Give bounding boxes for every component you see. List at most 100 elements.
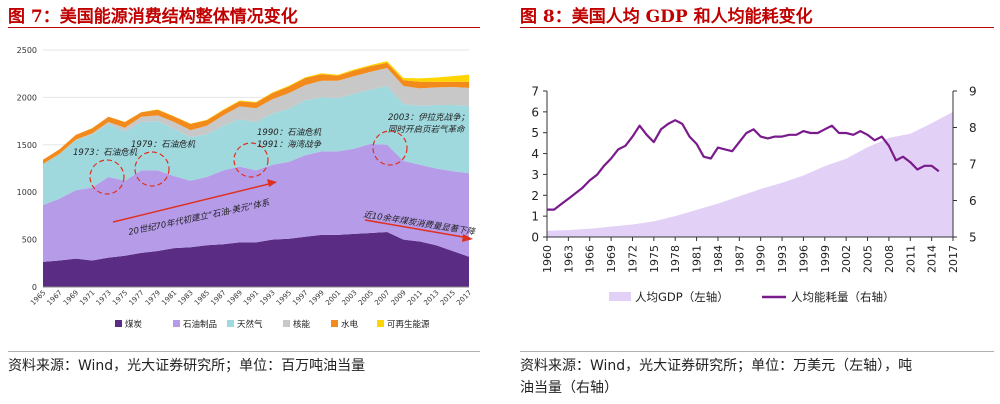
- left-area-天然气: [43, 86, 469, 205]
- right-right-tick-label: 9: [969, 85, 977, 99]
- left-x-tick-label: 1977: [127, 289, 145, 307]
- right-x-tick-label: 1969: [605, 245, 618, 273]
- left-chart: 0500100015002000250019651967196919711973…: [17, 46, 478, 330]
- left-x-tick-label: 1987: [209, 289, 227, 307]
- left-area-核能: [43, 68, 469, 165]
- legend-label-煤炭: 煤炭: [125, 319, 143, 330]
- left-x-tick-label: 1993: [259, 289, 277, 307]
- right-left-tick-label: 5: [531, 126, 539, 140]
- right-left-tick-label: 6: [531, 105, 539, 119]
- right-x-tick-label: 1999: [819, 245, 832, 273]
- left-x-tick-label: 1967: [46, 289, 64, 307]
- left-y-tick-label: 500: [22, 236, 37, 245]
- annotation-arrowhead-petrodollar: [267, 179, 277, 187]
- right-chart: 0 1 2 3 4 5 6 7 5 6 7 8 9 1960 1963 1966 1969 1972 1975 197…: [531, 85, 977, 305]
- right-x-tick-label: 1984: [712, 245, 725, 273]
- right-x-tick-label: 2005: [862, 245, 875, 273]
- annotation-2003-b: 同时开启页岩气革命: [388, 124, 466, 135]
- right-x-tick-label: 1960: [541, 245, 554, 273]
- legend-swatch-gdp: [609, 292, 631, 301]
- left-x-tick-label: 2003: [340, 289, 358, 307]
- left-x-tick-label: 1973: [95, 289, 113, 307]
- right-x-tick-label: 1978: [669, 245, 682, 273]
- left-x-tick-label: 1997: [291, 289, 309, 307]
- left-y-tick-label: 1500: [17, 141, 37, 150]
- annotation-arrowhead-coal-decline: [462, 234, 473, 242]
- annotation-1979: 1979：石油危机: [131, 139, 196, 150]
- annotation-circle-1973: [89, 159, 125, 195]
- annotation-arrow-coal-decline: [364, 219, 470, 239]
- right-right-tick-label: 6: [969, 194, 977, 208]
- left-x-tick-label: 1985: [193, 289, 211, 307]
- legend-swatch-可再生能源: [377, 320, 384, 327]
- legend-label-energy: 人均能耗量（右轴）: [791, 290, 895, 304]
- right-x-tick-label: 1963: [562, 245, 575, 273]
- legend-label-天然气: 天然气: [237, 319, 263, 330]
- legend-label-gdp: 人均GDP（左轴）: [635, 290, 729, 304]
- right-left-tick-label: 2: [531, 189, 539, 203]
- right-x-tick-label: 1972: [626, 245, 639, 273]
- left-x-tick-label: 1983: [177, 289, 195, 307]
- legend-label-石油制品: 石油制品: [183, 319, 217, 330]
- right-left-tick-label: 7: [531, 85, 539, 99]
- annotation-arrow-petrodollar: [112, 182, 274, 223]
- left-x-tick-label: 1989: [226, 289, 244, 307]
- right-right-tick-label: 5: [969, 231, 977, 245]
- annotation-1973: 1973：石油危机: [73, 147, 138, 158]
- left-x-tick-label: 1991: [242, 289, 260, 307]
- right-x-tick-label: 1990: [755, 245, 768, 273]
- left-x-tick-label: 2001: [324, 289, 342, 307]
- left-x-tick-label: 2011: [406, 289, 424, 307]
- annotation-1991: 1991：海湾战争: [257, 139, 323, 150]
- legend-swatch-石油制品: [173, 320, 180, 327]
- left-area-石油制品: [43, 143, 469, 262]
- right-left-tick-label: 0: [531, 231, 539, 245]
- right-x-tick-label: 2017: [947, 245, 960, 273]
- right-left-tick-label: 3: [531, 168, 539, 182]
- left-x-tick-label: 1975: [111, 289, 129, 307]
- left-x-tick-label: 2013: [422, 289, 440, 307]
- legend-swatch-核能: [283, 320, 290, 327]
- right-x-tick-label: 1966: [584, 245, 597, 273]
- left-figure-title: 图 7：美国能源消费结构整体情况变化: [8, 7, 298, 27]
- left-x-tick-label: 1979: [144, 289, 162, 307]
- legend-swatch-煤炭: [115, 320, 122, 327]
- left-area-煤炭: [43, 232, 469, 287]
- left-x-tick-label: 1969: [62, 289, 80, 307]
- right-x-tick-label: 1996: [797, 245, 810, 273]
- legend-swatch-水电: [331, 320, 338, 327]
- annotation-circle-1979: [134, 151, 170, 187]
- left-x-tick-label: 2005: [357, 289, 375, 307]
- left-y-tick-label: 1000: [17, 188, 37, 197]
- right-source-line2: 油当量（右轴）: [520, 380, 618, 396]
- left-x-tick-label: 2007: [373, 289, 391, 307]
- right-right-tick-label: 8: [969, 121, 977, 135]
- annotation-circle-1990: [233, 142, 269, 178]
- right-x-tick-label: 2008: [883, 245, 896, 273]
- left-y-tick-label: 0: [32, 283, 37, 292]
- annotation-2003-a: 2003：伊拉克战争；: [388, 112, 469, 123]
- left-x-tick-label: 2015: [439, 289, 457, 307]
- right-x-tick-label: 1993: [776, 245, 789, 273]
- right-source-line1: 资料来源：Wind，光大证券研究所；单位：万美元（左轴），吨: [520, 358, 913, 374]
- right-x-tick-label: 2011: [904, 245, 917, 273]
- left-x-tick-label: 2017: [455, 289, 473, 307]
- left-x-tick-label: 1995: [275, 289, 293, 307]
- left-y-tick-label: 2000: [17, 93, 37, 102]
- left-source: 资料来源：Wind，光大证券研究所；单位：百万吨油当量: [8, 358, 366, 374]
- annotation-circle-2003: [372, 130, 408, 166]
- right-figure-title: 图 8：美国人均 GDP 和人均能耗变化: [520, 7, 813, 27]
- right-line-energy: [547, 119, 940, 211]
- annotation-1990: 1990：石油危机: [257, 127, 322, 138]
- left-x-tick-label: 1999: [308, 289, 326, 307]
- right-left-tick-label: 1: [531, 210, 539, 224]
- left-legend: 煤炭 石油制品 天然气 核能 水电 可再生能源: [115, 319, 430, 330]
- right-legend: 人均GDP（左轴） 人均能耗量（右轴）: [609, 290, 895, 304]
- right-right-tick-label: 7: [969, 158, 977, 172]
- left-x-tick-label: 1971: [78, 289, 96, 307]
- legend-label-核能: 核能: [293, 319, 311, 330]
- left-title-rule: [8, 27, 480, 28]
- right-x-tick-label: 1975: [648, 245, 661, 273]
- right-source-rule: [520, 351, 994, 352]
- left-x-tick-label: 2009: [390, 289, 408, 307]
